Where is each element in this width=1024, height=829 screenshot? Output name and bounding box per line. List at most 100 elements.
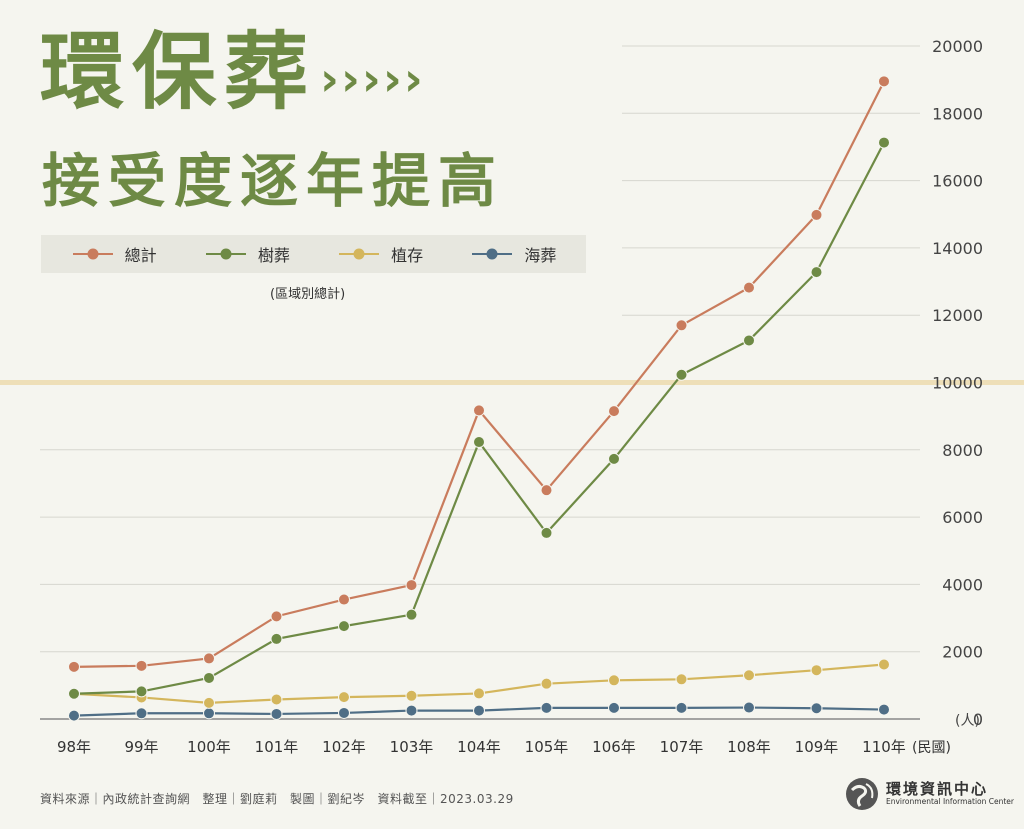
y-tick-label: 16000 [932, 172, 983, 191]
logo-name: 環境資訊中心 [886, 780, 989, 798]
data-point [203, 696, 215, 709]
data-point [135, 659, 148, 672]
x-tick-label: 110年 [862, 738, 906, 756]
legend-marker-total [72, 248, 113, 260]
data-point [473, 404, 485, 417]
sub-title: 接受度逐年提高 [42, 147, 505, 215]
x-tick-label: 106年 [592, 738, 636, 756]
y-tick-label: 12000 [932, 306, 983, 325]
data-point [338, 593, 350, 606]
x-tick-label: 105年 [525, 738, 569, 756]
legend-label-plant: 植存 [391, 246, 424, 265]
y-tick-label: 20000 [932, 37, 983, 56]
data-point [675, 701, 688, 714]
y-tick-label: 18000 [932, 104, 983, 123]
y-tick-label: 10000 [932, 374, 983, 393]
x-tick-label: 103年 [390, 738, 434, 756]
data-point [473, 436, 485, 449]
data-point [878, 75, 890, 88]
data-point [405, 689, 418, 702]
y-tick-label: 0 [973, 710, 983, 729]
data-point [338, 691, 350, 704]
data-point [743, 334, 755, 347]
data-point [540, 484, 553, 497]
legend-label-sea: 海葬 [524, 246, 557, 265]
data-point [473, 704, 485, 717]
data-point [473, 687, 485, 700]
legend-label-total: 總計 [124, 246, 157, 265]
title-arrows: ››››› [320, 52, 425, 106]
legend-item-plant: 植存 [337, 242, 423, 266]
data-point [203, 707, 215, 720]
data-point [878, 136, 890, 149]
legend-item-total: 總計 [71, 242, 157, 266]
logo-english-name: Environmental Information Center [886, 797, 1014, 806]
data-point [743, 281, 755, 294]
x-tick-label: 98年 [57, 738, 91, 756]
data-point [270, 707, 283, 720]
legend: 總計 樹葬 植存 海葬 [41, 235, 586, 273]
x-tick-label: 101年 [255, 738, 299, 756]
data-point [135, 707, 148, 720]
data-point [68, 687, 80, 700]
data-point [810, 208, 823, 221]
data-point [203, 652, 215, 665]
data-point [608, 452, 620, 465]
legend-marker-plant [339, 248, 380, 260]
data-point [675, 673, 688, 686]
data-point [68, 709, 80, 722]
data-point [675, 368, 688, 381]
main-title-text: 環保葬 [40, 22, 317, 121]
data-point [540, 677, 553, 690]
data-point [338, 706, 350, 719]
y-tick-label: 2000 [942, 643, 983, 662]
main-title: 環保葬››››› [40, 22, 425, 129]
data-point [270, 693, 283, 706]
x-tick-label: 100年 [187, 738, 231, 756]
data-point [203, 671, 215, 684]
data-point [135, 685, 148, 698]
legend-marker-tree [205, 248, 246, 260]
series-line [73, 142, 885, 695]
data-point [338, 620, 350, 633]
legend-label-tree: 樹葬 [257, 246, 290, 265]
data-point [675, 319, 688, 332]
x-tick-label: 109年 [795, 738, 839, 756]
x-tick-label: 104年 [457, 738, 501, 756]
x-tick-label: 108年 [727, 738, 771, 756]
legend-subnote: (區域別總計) [270, 287, 346, 302]
data-point [608, 701, 620, 714]
source-footer: 資料來源｜內政統計查詢網 整理｜劉庭莉 製圖｜劉紀岑 資料截至｜2023.03.… [40, 792, 514, 806]
data-point [810, 702, 823, 715]
data-point [810, 664, 823, 677]
y-tick-label: 8000 [942, 441, 983, 460]
data-point [878, 703, 890, 716]
data-point [405, 608, 418, 621]
y-tick-label: 14000 [932, 239, 983, 258]
data-point [270, 610, 283, 623]
data-point [608, 674, 620, 687]
y-tick-label: 4000 [942, 575, 983, 594]
data-point [405, 704, 418, 717]
legend-marker-sea [472, 248, 513, 260]
x-tick-label: 99年 [124, 738, 158, 756]
data-point [405, 579, 418, 592]
data-point [540, 701, 553, 714]
publisher-logo: 環境資訊中心 Environmental Information Center [844, 776, 1014, 812]
x-tick-label: 102年 [322, 738, 366, 756]
globe-icon [846, 778, 878, 810]
legend-item-tree: 樹葬 [204, 242, 290, 266]
x-tick-label: 107年 [660, 738, 704, 756]
data-point [878, 658, 890, 671]
data-point [608, 405, 620, 418]
data-point [270, 632, 283, 645]
data-point [743, 669, 755, 682]
x-unit-label: (民國) [912, 740, 951, 756]
data-point [68, 660, 80, 673]
data-point [810, 266, 823, 279]
legend-item-sea: 海葬 [470, 242, 556, 266]
data-point [540, 526, 553, 539]
y-tick-label: 6000 [942, 508, 983, 527]
data-point [743, 701, 755, 714]
